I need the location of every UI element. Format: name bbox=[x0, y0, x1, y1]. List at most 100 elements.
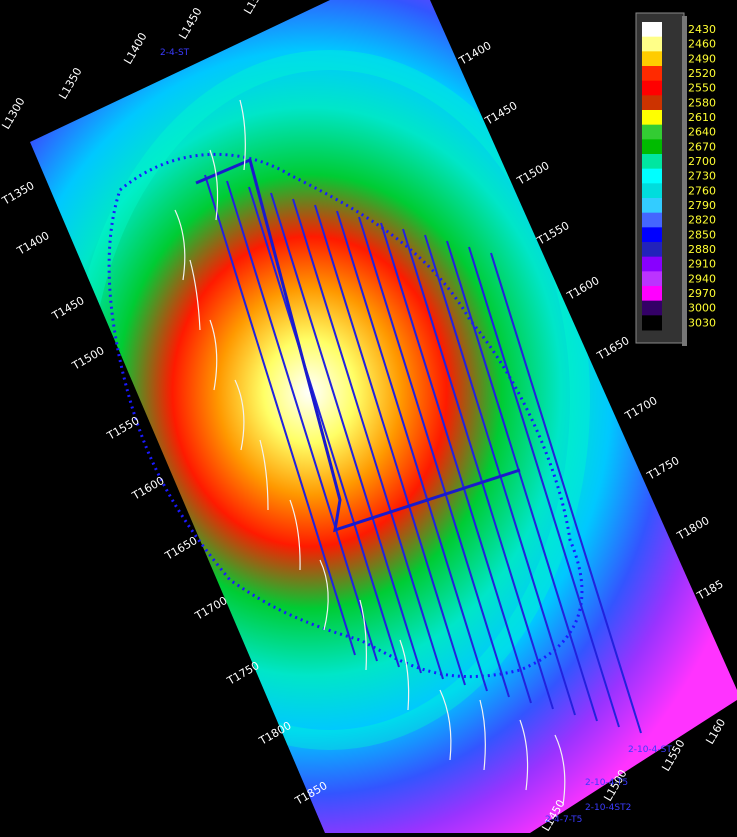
well-path bbox=[359, 599, 367, 671]
grid-axis-label: T1700 bbox=[622, 394, 659, 423]
seismic-line bbox=[358, 216, 510, 698]
grid-axis-label: T1700 bbox=[192, 594, 229, 623]
legend-value: 2880 bbox=[688, 243, 716, 256]
grid-axis-label: L1500 bbox=[241, 0, 269, 16]
well-path bbox=[554, 734, 566, 806]
legend-value: 2670 bbox=[688, 140, 716, 153]
legend-value: 2610 bbox=[688, 111, 716, 124]
legend-value: 2550 bbox=[688, 82, 716, 95]
well-path bbox=[519, 719, 529, 791]
grid-axis-label: T1400 bbox=[456, 39, 493, 68]
legend-value: 2460 bbox=[688, 38, 716, 51]
legend-swatch bbox=[642, 168, 662, 184]
grid-axis-label: T1600 bbox=[129, 474, 166, 503]
closure-contour bbox=[107, 152, 584, 679]
grid-axis-label: L160 bbox=[703, 717, 728, 747]
well-path bbox=[399, 639, 410, 711]
legend-swatch bbox=[642, 315, 662, 331]
grid-axis-label: L1400 bbox=[121, 30, 149, 66]
well-label: 2-4-ST bbox=[160, 48, 190, 58]
legend-value: 2760 bbox=[688, 184, 716, 197]
legend-swatch bbox=[642, 95, 662, 111]
legend-swatch bbox=[642, 154, 662, 170]
seismic-line bbox=[380, 222, 532, 704]
well-trajectories bbox=[174, 99, 566, 806]
grid-axis-label: T1750 bbox=[644, 454, 681, 483]
legend-value: 2850 bbox=[688, 228, 716, 241]
legend-swatch bbox=[642, 80, 662, 96]
grid-axis-label: T1400 bbox=[14, 229, 51, 258]
well-path bbox=[209, 149, 219, 221]
grid-axis-label: T1650 bbox=[162, 534, 199, 563]
grid-axis-label: L1450 bbox=[176, 5, 204, 41]
legend-swatch bbox=[642, 286, 662, 302]
legend-value: 3030 bbox=[688, 316, 716, 329]
grid-axis-label: T1800 bbox=[674, 514, 711, 543]
legend-swatch bbox=[642, 51, 662, 67]
well-label: 2-10-4ST2 bbox=[585, 803, 631, 813]
well-label: 2-10-4-ST bbox=[628, 745, 672, 755]
grid-axis-label: L1350 bbox=[56, 65, 84, 101]
legend-value: 2640 bbox=[688, 126, 716, 139]
legend-swatch bbox=[642, 256, 662, 272]
legend-value: 2820 bbox=[688, 214, 716, 227]
grid-axis-label: T1450 bbox=[49, 294, 86, 323]
seismic-line bbox=[446, 240, 598, 722]
seismic-line bbox=[468, 246, 620, 728]
well-path bbox=[174, 209, 186, 281]
legend-swatch bbox=[642, 227, 662, 243]
legend-value: 2730 bbox=[688, 170, 716, 183]
grid-axis-label: T1350 bbox=[0, 179, 37, 208]
well-path bbox=[209, 319, 218, 391]
legend-value: 2970 bbox=[688, 287, 716, 300]
legend-swatch bbox=[642, 110, 662, 126]
seismic-line bbox=[314, 204, 466, 686]
seismic-line bbox=[270, 192, 422, 674]
legend-value: 2700 bbox=[688, 155, 716, 168]
legend-swatch bbox=[642, 36, 662, 52]
seismic-line bbox=[402, 228, 554, 710]
well-path bbox=[239, 99, 246, 171]
well-label: 2-10-4-T5 bbox=[585, 778, 628, 788]
seismic-line bbox=[226, 180, 378, 662]
legend-swatch bbox=[642, 183, 662, 199]
seismic-line bbox=[204, 174, 356, 656]
grid-axis-label: T1600 bbox=[564, 274, 601, 303]
grid-axis-label: T1550 bbox=[534, 219, 571, 248]
legend-swatch bbox=[642, 198, 662, 214]
well-path bbox=[234, 379, 245, 451]
legend-value: 2580 bbox=[688, 96, 716, 109]
seismic-line bbox=[292, 198, 444, 680]
legend-swatch bbox=[642, 139, 662, 155]
well-path bbox=[479, 699, 486, 771]
legend-value: 2430 bbox=[688, 23, 716, 36]
legend-value: 3000 bbox=[688, 302, 716, 315]
legend-value: 2910 bbox=[688, 258, 716, 271]
well-label: 2-4-7-T5 bbox=[545, 815, 582, 825]
legend-value: 2520 bbox=[688, 67, 716, 80]
well-path bbox=[259, 439, 269, 511]
grid-axis-label: T1450 bbox=[482, 99, 519, 128]
grid-axis-label: T1750 bbox=[224, 659, 261, 688]
well-path bbox=[189, 259, 201, 331]
seismic-lines bbox=[195, 157, 642, 734]
legend-swatch bbox=[642, 22, 662, 38]
seismic-line bbox=[248, 186, 400, 668]
grid-axis-label: T1650 bbox=[594, 334, 631, 363]
grid-axis-label: T1500 bbox=[514, 159, 551, 188]
legend-value: 2490 bbox=[688, 52, 716, 65]
seismic-line bbox=[336, 210, 488, 692]
grid-axis-label: L1300 bbox=[0, 95, 28, 131]
legend-shadow bbox=[682, 16, 687, 346]
grid-axis-label: T1550 bbox=[104, 414, 141, 443]
well-path bbox=[439, 689, 452, 761]
legend-swatch bbox=[642, 212, 662, 228]
survey-outline bbox=[195, 157, 521, 533]
legend-value: 2940 bbox=[688, 272, 716, 285]
legend-swatch bbox=[642, 300, 662, 316]
legend-swatch bbox=[642, 271, 662, 287]
legend-swatch bbox=[642, 242, 662, 258]
well-path bbox=[289, 499, 301, 571]
